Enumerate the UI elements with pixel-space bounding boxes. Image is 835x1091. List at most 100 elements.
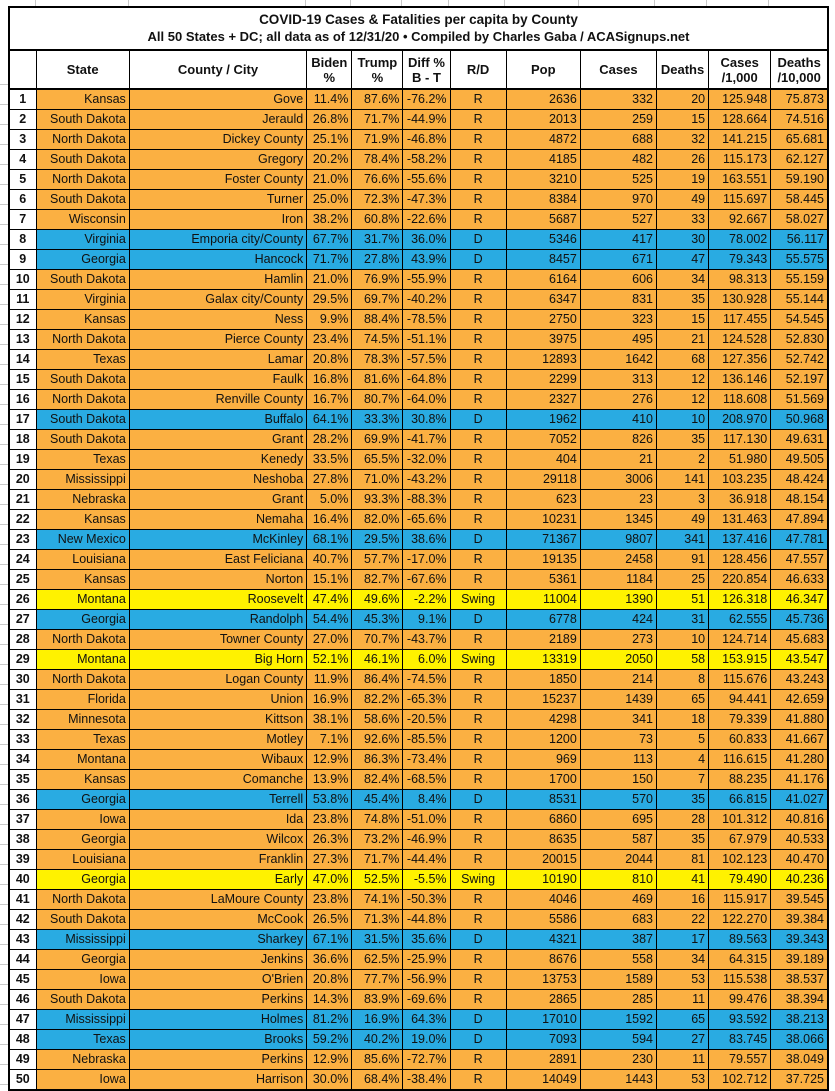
cell-deaths_per_10000: 48.154 (770, 489, 829, 510)
cell-cases_per_1000: 36.918 (708, 489, 772, 510)
cell-cases_per_1000: 102.712 (708, 1069, 772, 1091)
cell-state: Texas (35, 349, 130, 370)
cell-n: 14 (8, 349, 37, 370)
cell-county: Terrell (128, 789, 308, 810)
cell-state: Georgia (35, 609, 130, 630)
table-row: 12 Kansas Ness 9.9% 88.4% -78.5% R 2750 323 15 117… (8, 309, 829, 330)
cell-deaths_per_10000: 50.968 (770, 409, 829, 430)
cell-cases: 230 (579, 1049, 658, 1070)
cell-deaths: 19 (655, 169, 710, 190)
cell-deaths: 11 (655, 989, 710, 1010)
cell-cases: 417 (579, 229, 658, 250)
cell-cases_per_1000: 122.270 (708, 909, 772, 930)
gridline-tick (0, 424, 8, 425)
cell-trump: 76.9% (351, 269, 404, 290)
cell-trump: 71.7% (351, 109, 404, 130)
table-row: 5 North Dakota Foster County 21.0% 76.6% -55.… (8, 169, 829, 190)
cell-state: Nebraska (35, 489, 130, 510)
gridline-tick (401, 0, 402, 6)
cell-biden: 47.4% (306, 589, 353, 610)
cell-pop: 1962 (505, 409, 581, 430)
cell-trump: 82.7% (351, 569, 404, 590)
cell-pop: 3210 (505, 169, 581, 190)
cell-county: Ida (128, 809, 308, 830)
cell-state: South Dakota (35, 109, 130, 130)
cell-cases_per_1000: 136.146 (708, 369, 772, 390)
cell-deaths: 28 (655, 809, 710, 830)
cell-diff: -64.0% (402, 389, 451, 410)
gridline-tick (768, 0, 769, 6)
page-subtitle: All 50 States + DC; all data as of 12/31… (147, 29, 690, 44)
cell-pop: 2636 (505, 88, 581, 110)
cell-state: Georgia (35, 249, 130, 270)
cell-trump: 71.9% (351, 129, 404, 150)
cell-cases_per_1000: 137.416 (708, 529, 772, 550)
cell-cases: 1439 (579, 689, 658, 710)
cell-biden: 26.8% (306, 109, 353, 130)
cell-state: South Dakota (35, 909, 130, 930)
cell-deaths: 141 (655, 469, 710, 490)
cell-rd: D (449, 229, 507, 250)
table-row: 8 Virginia Emporia city/County 67.7% 31.7% 36… (8, 229, 829, 250)
cell-deaths_per_10000: 51.569 (770, 389, 829, 410)
cell-state: Georgia (35, 789, 130, 810)
cell-rd: D (449, 789, 507, 810)
cell-deaths: 17 (655, 929, 710, 950)
cell-state: Iowa (35, 969, 130, 990)
cell-trump: 72.3% (351, 189, 404, 210)
gridline-tick (0, 84, 8, 85)
cell-trump: 57.7% (351, 549, 404, 570)
cell-deaths: 53 (655, 1069, 710, 1091)
cell-pop: 3975 (505, 329, 581, 350)
gridline-tick (504, 0, 505, 6)
cell-cases_per_1000: 124.714 (708, 629, 772, 650)
cell-biden: 7.1% (306, 729, 353, 750)
cell-county: Early (128, 869, 308, 890)
cell-county: Hancock (128, 249, 308, 270)
cell-state: North Dakota (35, 129, 130, 150)
cell-rd: R (449, 729, 507, 750)
cell-n: 9 (8, 249, 37, 270)
cell-trump: 65.5% (351, 449, 404, 470)
table-row: 49 Nebraska Perkins 12.9% 85.6% -72.7% R 2891 23… (8, 1049, 829, 1070)
cell-cases_per_1000: 141.215 (708, 129, 772, 150)
cell-deaths: 26 (655, 149, 710, 170)
cell-deaths_per_10000: 52.742 (770, 349, 829, 370)
cell-n: 41 (8, 889, 37, 910)
cell-n: 18 (8, 429, 37, 450)
cell-deaths_per_10000: 41.280 (770, 749, 829, 770)
cell-cases_per_1000: 66.815 (708, 789, 772, 810)
cell-deaths_per_10000: 52.197 (770, 369, 829, 390)
cell-deaths: 35 (655, 789, 710, 810)
cell-pop: 8635 (505, 829, 581, 850)
cell-biden: 21.0% (306, 269, 353, 290)
gridline-tick (0, 764, 8, 765)
gridline-tick (0, 444, 8, 445)
cell-n: 16 (8, 389, 37, 410)
cell-biden: 68.1% (306, 529, 353, 550)
cell-trump: 71.0% (351, 469, 404, 490)
table-row: 32 Minnesota Kittson 38.1% 58.6% -20.5% R 4298 3… (8, 709, 829, 730)
cell-n: 49 (8, 1049, 37, 1070)
table-row: 6 South Dakota Turner 25.0% 72.3% -47.3% R 8384… (8, 189, 829, 210)
cell-cases_per_1000: 93.592 (708, 1009, 772, 1030)
cell-n: 45 (8, 969, 37, 990)
cell-county: Kittson (128, 709, 308, 730)
cell-pop: 2299 (505, 369, 581, 390)
cell-county: Grant (128, 429, 308, 450)
col-header-deaths: Deaths (655, 49, 710, 90)
cell-deaths_per_10000: 56.117 (770, 229, 829, 250)
cell-state: Iowa (35, 1069, 130, 1091)
cell-cases: 341 (579, 709, 658, 730)
cell-pop: 2189 (505, 629, 581, 650)
cell-deaths_per_10000: 49.505 (770, 449, 829, 470)
gridline-tick (0, 564, 8, 565)
cell-pop: 4321 (505, 929, 581, 950)
cell-trump: 86.3% (351, 749, 404, 770)
cell-n: 38 (8, 829, 37, 850)
cell-cases: 410 (579, 409, 658, 430)
cell-cases: 1443 (579, 1069, 658, 1091)
table-row: 48 Texas Brooks 59.2% 40.2% 19.0% D 7093 594 27 83… (8, 1029, 829, 1050)
cell-rd: R (449, 509, 507, 530)
cell-cases: 482 (579, 149, 658, 170)
